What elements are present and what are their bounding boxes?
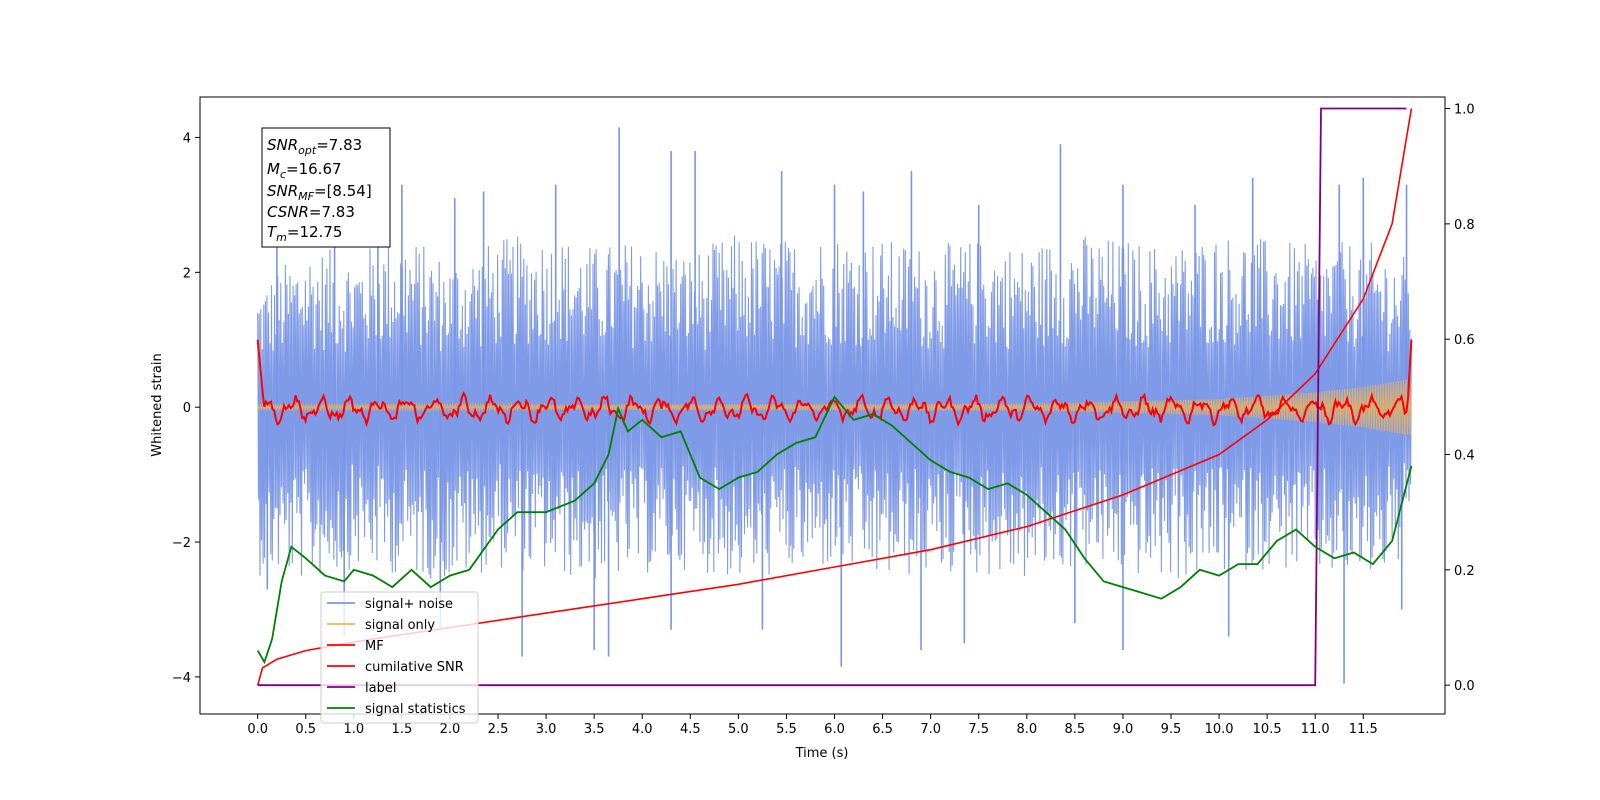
x-tick-label: 6.0 [824,722,845,737]
right-y-tick-label: 0.8 [1454,218,1475,233]
plot-frame [199,96,1446,715]
signal-plus-noise-series [257,127,1412,684]
right-y-tick-label: 0.0 [1454,679,1475,694]
signal-only-series [257,378,1412,436]
signal-statistics-line [256,395,1413,665]
legend-label-mf: MF [365,639,384,654]
label-series [257,107,1407,687]
x-tick-label: 5.5 [776,722,797,737]
left-y-tick-label: 4 [183,131,191,146]
x-tick-label: 9.0 [1113,722,1134,737]
right-y-tick-label: 1.0 [1454,103,1475,118]
x-tick-label: 7.0 [920,722,941,737]
signal-statistics-series [256,395,1413,665]
x-axis-ticks: 0.0 0.5 1.0 1.5 2.0 2.5 3.0 3.5 4.0 4.5 5.0 5.5 6.0 6… [247,714,1378,737]
x-tick-label: 10.5 [1253,722,1282,737]
stat-csnr: CSNR=7.83 [267,203,355,221]
label-line [257,107,1407,687]
legend-label-cumulative-snr: cumilative SNR [365,660,464,675]
stat-snr-opt: SNRopt=7.83 [267,136,362,157]
right-y-tick-label: 0.2 [1454,564,1475,579]
x-tick-label: 11.5 [1349,722,1378,737]
stat-snr-mf: SNRMF=[8.54] [267,182,372,203]
right-y-axis-ticks: 0.0 0.2 0.4 0.6 0.8 1.0 [1445,103,1475,694]
stats-box: SNRopt=7.83 Mc=16.67 SNRMF=[8.54] CSNR=7… [261,127,391,248]
x-tick-label: 9.5 [1161,722,1182,737]
y-axis-label: Whitened strain [150,353,165,456]
right-y-tick-label: 0.6 [1454,333,1475,348]
stat-tm: Tm=12.75 [267,223,342,244]
left-y-tick-label: −4 [172,671,191,686]
legend-label-signal-only: signal only [365,618,435,633]
left-y-tick-label: 2 [183,266,191,281]
x-axis-label: Time (s) [795,746,849,761]
x-tick-label: 7.5 [968,722,989,737]
x-tick-label: 2.0 [440,722,461,737]
x-tick-label: 0.5 [295,722,316,737]
legend: signal+ noise signal only MF cumilative … [320,591,479,724]
x-tick-label: 4.5 [680,722,701,737]
mf-series [256,339,1413,428]
left-y-tick-label: 0 [183,401,191,416]
legend-frame [320,591,479,724]
x-tick-label: 5.0 [728,722,749,737]
x-tick-label: 8.0 [1016,722,1037,737]
x-tick-label: 2.5 [488,722,509,737]
x-tick-label: 6.5 [872,722,893,737]
x-tick-label: 8.5 [1065,722,1086,737]
signal-only-line [257,378,1412,436]
legend-label-label: label [365,681,396,696]
x-tick-label: 3.5 [584,722,605,737]
left-y-tick-label: −2 [172,536,191,551]
legend-label-signal-plus-noise: signal+ noise [365,597,453,612]
right-y-tick-label: 0.4 [1454,449,1475,464]
x-tick-label: 1.0 [343,722,364,737]
stat-mc: Mc=16.67 [267,160,342,181]
x-tick-label: 10.0 [1205,722,1234,737]
stats-box-frame [261,127,391,248]
legend-label-signal-statistics: signal statistics [365,702,466,717]
x-tick-label: 3.0 [536,722,557,737]
x-tick-label: 0.0 [247,722,268,737]
mf-line [256,339,1413,428]
cumulative-snr-series [256,108,1413,686]
cumulative-snr-line [256,108,1413,686]
x-tick-label: 4.0 [632,722,653,737]
left-y-axis-ticks: −4 −2 0 2 4 [172,131,200,686]
x-tick-label: 11.0 [1301,722,1330,737]
x-tick-label: 1.5 [392,722,413,737]
